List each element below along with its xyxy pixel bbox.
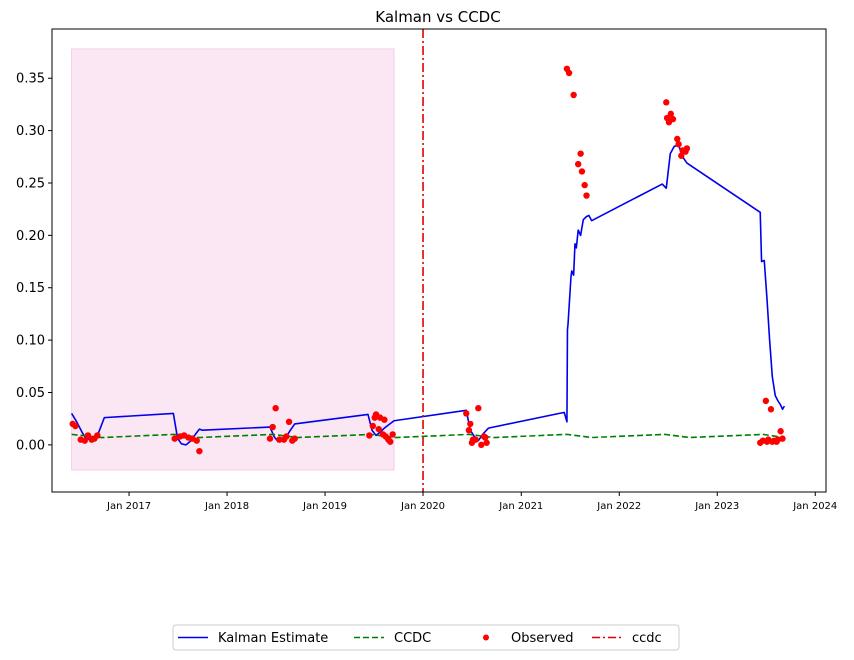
- legend-label: Observed: [511, 631, 574, 646]
- observed-point: [94, 432, 101, 439]
- ccdc-series-line: [71, 433, 785, 439]
- observed-point: [196, 447, 203, 455]
- x-tick-label: Jan 2024: [792, 501, 837, 512]
- observed-point: [387, 438, 394, 445]
- observed-point: [467, 420, 474, 428]
- legend-label: Kalman Estimate: [218, 631, 328, 646]
- plot-frame: [51, 28, 827, 493]
- observed-point: [581, 181, 588, 189]
- observed-point: [266, 435, 274, 442]
- observed-point: [578, 168, 586, 175]
- y-tick-label: 0.15: [16, 281, 45, 296]
- observed-point: [482, 434, 489, 441]
- y-tick-label: 0.10: [16, 334, 45, 349]
- y-tick-label: 0.20: [16, 229, 45, 244]
- observed-point: [389, 431, 396, 438]
- observed-point: [683, 145, 691, 152]
- x-tick-label: Jan 2023: [694, 501, 739, 512]
- observed-point: [81, 437, 88, 444]
- y-tick-label: 0.25: [16, 176, 45, 191]
- observed-point: [193, 437, 200, 444]
- observed-point: [663, 99, 670, 106]
- shaded-region: [71, 48, 395, 471]
- observed-point: [475, 405, 482, 412]
- x-tick-label: Jan 2017: [106, 501, 151, 512]
- observed-point: [375, 425, 382, 433]
- observed-point: [285, 418, 293, 426]
- observed-point: [478, 441, 485, 449]
- observed-point: [779, 435, 786, 442]
- x-tick-label: Jan 2018: [204, 501, 249, 512]
- observed-point: [577, 150, 584, 157]
- legend-marker-observed: [483, 634, 489, 641]
- observed-point: [276, 436, 283, 443]
- observed-point: [667, 110, 675, 118]
- y-tick-label: 0.30: [16, 124, 45, 139]
- observed-point: [465, 427, 473, 434]
- observed-point: [777, 428, 784, 435]
- observed-point: [674, 135, 681, 143]
- x-tick-label: Jan 2019: [302, 501, 347, 512]
- observed-point: [762, 397, 770, 405]
- observed-point: [675, 141, 682, 148]
- x-tick-label: Jan 2020: [400, 501, 445, 512]
- observed-point: [767, 406, 775, 413]
- observed-point: [72, 422, 79, 430]
- observed-point: [472, 436, 479, 443]
- chart-title: Kalman vs CCDC: [375, 8, 500, 26]
- observed-point: [272, 405, 279, 412]
- observed-point: [291, 435, 298, 442]
- observed-point: [565, 69, 573, 77]
- observed-point: [483, 439, 490, 446]
- legend-label: ccdc: [632, 631, 662, 646]
- observed-point: [669, 115, 677, 123]
- observed-point: [171, 435, 178, 442]
- legend-label: CCDC: [394, 631, 431, 646]
- x-tick-label: Jan 2022: [596, 501, 641, 512]
- observed-point: [381, 416, 388, 423]
- observed-point: [570, 91, 577, 99]
- observed-point: [369, 422, 377, 430]
- observed-point: [283, 433, 290, 440]
- legend-box: [172, 624, 680, 651]
- plot-area: [69, 29, 786, 492]
- x-tick-label: Jan 2021: [498, 501, 543, 512]
- y-tick-label: 0.00: [16, 438, 45, 453]
- y-tick-label: 0.35: [16, 72, 45, 87]
- observed-point: [463, 410, 470, 417]
- y-tick-label: 0.05: [16, 386, 45, 401]
- observed-point: [678, 152, 685, 159]
- axes: 0.00 0.05 0.10 0.15 0.20 0.25 0.30 0.35 Jan 2017…: [16, 72, 837, 512]
- observed-point: [366, 432, 373, 439]
- legend: Kalman Estimate CCDC Observed ccdc: [172, 624, 680, 651]
- observed-point: [583, 192, 590, 199]
- observed-point: [269, 423, 276, 431]
- observed-point: [575, 160, 582, 168]
- observed-point: [84, 432, 92, 439]
